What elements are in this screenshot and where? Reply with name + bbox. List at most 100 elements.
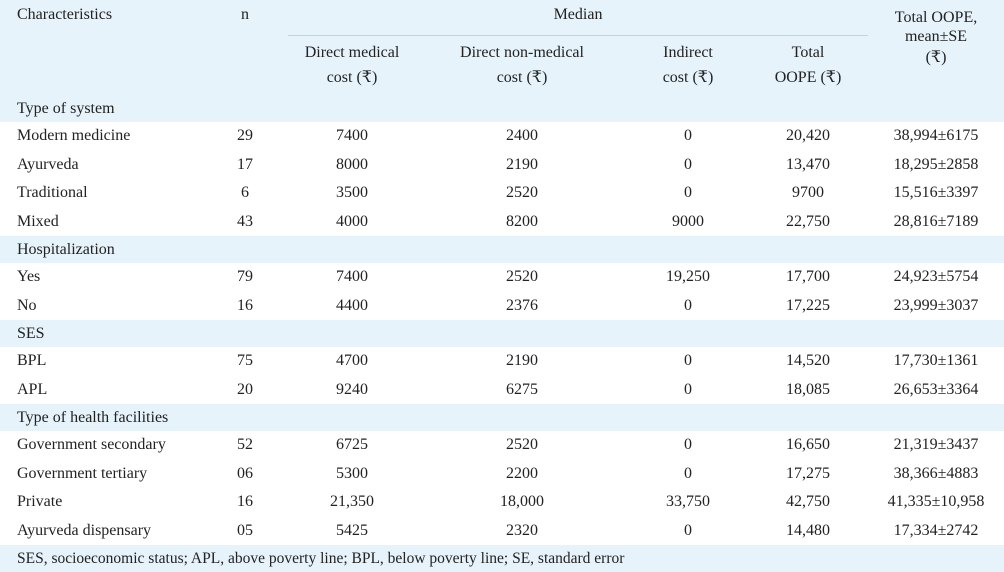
header-indirect-line1: Indirect: [663, 44, 713, 61]
cell-n: 06: [237, 464, 253, 482]
cell-n: 52: [237, 436, 253, 454]
cell-n: 43: [237, 212, 253, 230]
cell-total: 9700: [792, 184, 824, 202]
cell-direct-nonmedical: 2190: [506, 352, 538, 370]
cell-n: 16: [237, 296, 253, 314]
row-label: Private: [17, 493, 63, 511]
cell-mean-se: 24,923±5754: [893, 268, 979, 286]
cell-direct-nonmedical: 2190: [506, 155, 538, 173]
header-total-mean-line2: mean±SE: [904, 28, 968, 45]
header-total-mean-line1: Total OOPE,: [894, 9, 978, 26]
cell-indirect: 0: [684, 127, 692, 145]
cell-total: 16,650: [786, 436, 830, 454]
cell-direct-medical: 21,350: [330, 493, 374, 511]
header-direct-nonmedical-line1: Direct non-medical: [460, 44, 584, 61]
table-row: Private 16 21,350 18,000 33,750 42,750 4…: [0, 488, 1004, 517]
row-label: Government secondary: [17, 436, 166, 454]
row-label: Ayurveda dispensary: [17, 521, 152, 539]
group-title: SES: [0, 320, 1004, 347]
header-n: n: [202, 0, 288, 95]
cell-n: 17: [237, 155, 253, 173]
cell-mean-se: 41,335±10,958: [887, 493, 985, 511]
cell-mean-se: 38,994±6175: [893, 127, 979, 145]
cell-direct-medical: 5300: [336, 464, 368, 482]
row-label: Government tertiary: [17, 464, 148, 482]
header-indirect-line2: cost (₹): [662, 69, 714, 86]
cell-direct-nonmedical: 2400: [506, 127, 538, 145]
group-row-health-facilities: Type of health facilities: [0, 404, 1004, 431]
header-total-mean-se: Total OOPE, mean±SE (₹): [868, 0, 1004, 95]
cell-n: 20: [237, 380, 253, 398]
cell-total: 17,275: [786, 464, 830, 482]
cell-direct-nonmedical: 2376: [506, 296, 538, 314]
cell-direct-medical: 8000: [336, 155, 368, 173]
table-row: No 16 4400 2376 0 17,225 23,999±3037: [0, 292, 1004, 321]
cell-mean-se: 23,999±3037: [893, 296, 979, 314]
cell-n: 05: [237, 521, 253, 539]
cell-direct-medical: 4000: [336, 212, 368, 230]
cell-total: 20,420: [786, 127, 830, 145]
group-row-ses: SES: [0, 320, 1004, 347]
row-label: Traditional: [17, 184, 88, 202]
cell-direct-nonmedical: 2320: [506, 521, 538, 539]
cell-mean-se: 28,816±7189: [893, 212, 979, 230]
cell-n: 6: [241, 184, 249, 202]
cell-mean-se: 38,366±4883: [893, 464, 979, 482]
cell-mean-se: 21,319±3437: [893, 436, 979, 454]
cell-indirect: 0: [684, 155, 692, 173]
table-row: Modern medicine 29 7400 2400 0 20,420 38…: [0, 122, 1004, 151]
table-row: Ayurveda 17 8000 2190 0 13,470 18,295±28…: [0, 151, 1004, 180]
cell-direct-nonmedical: 2520: [506, 184, 538, 202]
cell-direct-nonmedical: 18,000: [500, 493, 544, 511]
cell-n: 75: [237, 352, 253, 370]
cell-total: 22,750: [786, 212, 830, 230]
header-direct-medical-line1: Direct medical: [304, 44, 400, 61]
header-row-1: Characteristics n Median Total OOPE, mea…: [0, 0, 1004, 95]
cell-direct-nonmedical: 6275: [506, 380, 538, 398]
cell-mean-se: 15,516±3397: [893, 184, 979, 202]
group-title: Type of system: [0, 95, 1004, 122]
cell-n: 79: [237, 268, 253, 286]
table-row: Mixed 43 4000 8200 9000 22,750 28,816±71…: [0, 208, 1004, 237]
table-row: Yes 79 7400 2520 19,250 17,700 24,923±57…: [0, 263, 1004, 292]
table-row: Ayurveda dispensary 05 5425 2320 0 14,48…: [0, 517, 1004, 546]
header-row-2: Direct medical cost (₹) Direct non-medic…: [0, 35, 1004, 95]
cell-mean-se: 18,295±2858: [893, 155, 979, 173]
header-indirect: Indirect cost (₹): [628, 35, 748, 95]
cell-indirect: 0: [684, 436, 692, 454]
cell-total: 14,520: [786, 352, 830, 370]
group-row-type-of-system: Type of system: [0, 95, 1004, 122]
header-total-mean-line3: (₹): [925, 49, 947, 66]
table-row: Traditional 6 3500 2520 0 9700 15,516±33…: [0, 179, 1004, 208]
header-characteristics: Characteristics: [0, 0, 202, 95]
cell-mean-se: 17,334±2742: [893, 521, 979, 539]
row-label: Yes: [17, 268, 41, 286]
cell-total: 13,470: [786, 155, 830, 173]
group-title: Type of health facilities: [0, 404, 1004, 431]
cell-direct-medical: 7400: [336, 268, 368, 286]
group-title: Hospitalization: [0, 236, 1004, 263]
header-direct-nonmedical: Direct non-medical cost (₹): [416, 35, 628, 95]
table-row: BPL 75 4700 2190 0 14,520 17,730±1361: [0, 347, 1004, 376]
cell-n: 16: [237, 493, 253, 511]
cell-direct-nonmedical: 2200: [506, 464, 538, 482]
row-label: BPL: [17, 352, 47, 370]
header-median: Median: [288, 0, 868, 36]
cell-direct-medical: 5425: [336, 521, 368, 539]
header-direct-medical-line2: cost (₹): [326, 69, 378, 86]
cell-mean-se: 26,653±3364: [893, 380, 979, 398]
cell-total: 14,480: [786, 521, 830, 539]
cell-direct-medical: 9240: [336, 380, 368, 398]
cell-direct-medical: 4400: [336, 296, 368, 314]
row-label: Modern medicine: [17, 127, 131, 145]
header-total-oope-line2: OOPE (₹): [774, 69, 842, 86]
cell-direct-medical: 6725: [336, 436, 368, 454]
cell-direct-nonmedical: 2520: [506, 436, 538, 454]
group-row-hospitalization: Hospitalization: [0, 236, 1004, 263]
header-total-oope: Total OOPE (₹): [748, 35, 868, 95]
cell-indirect: 0: [684, 380, 692, 398]
cell-indirect: 0: [684, 521, 692, 539]
table-row: Government tertiary 06 5300 2200 0 17,27…: [0, 460, 1004, 489]
